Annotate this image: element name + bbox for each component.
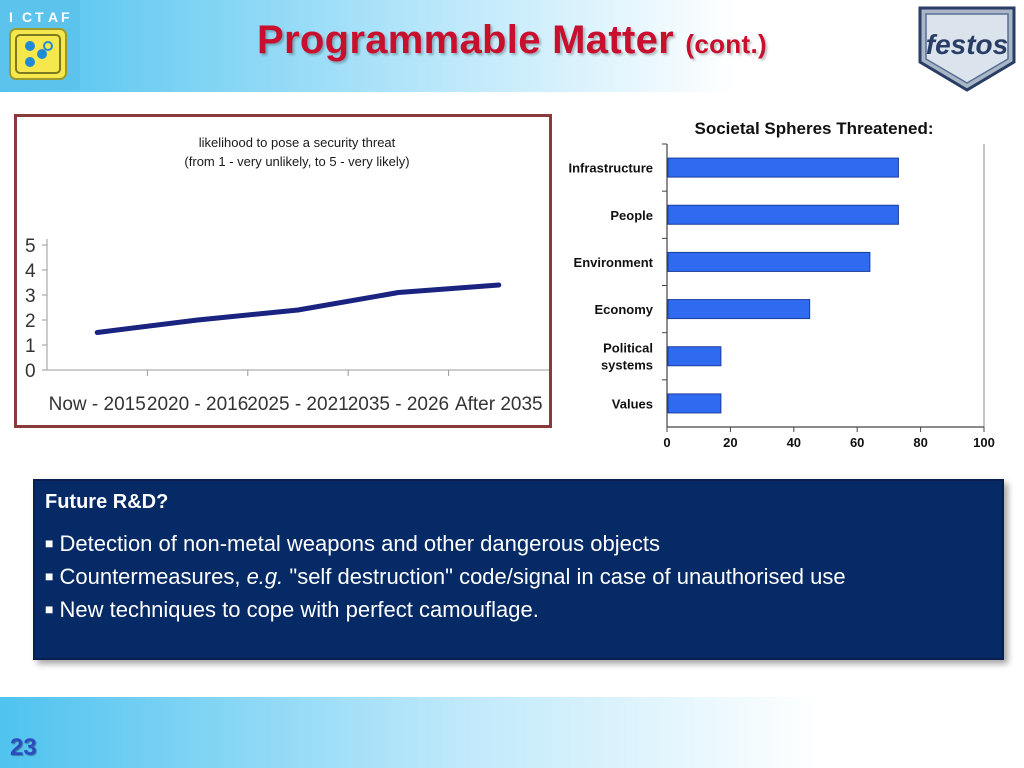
line-chart-y-tick-label: 3 [25, 286, 36, 307]
page-number: 23 [10, 734, 37, 761]
ictaf-logo: I C T A F [0, 0, 80, 90]
bullet-text: New techniques to cope with perfect camo… [59, 597, 539, 622]
ictaf-letter-c: C [22, 9, 32, 25]
slide-title-suffix: (cont.) [685, 29, 767, 59]
bullet-text: Detection of non-metal weapons and other… [59, 531, 660, 556]
festos-wordmark: festos [926, 29, 1008, 60]
list-item: ■ Countermeasures, e.g. "self destruction… [45, 560, 846, 593]
bar-chart-bar [667, 393, 722, 414]
header-band [0, 0, 1024, 92]
line-chart-point [95, 331, 99, 334]
bar-chart-title: Societal Spheres Threatened: [694, 119, 933, 138]
bar-chart-category-label: Values [612, 396, 653, 411]
list-item: ■ Detection of non-metal weapons and othe… [45, 527, 846, 560]
footer-band [0, 697, 1024, 768]
bar-chart-category-label: Infrastructure [568, 161, 653, 176]
line-chart-y-tick-label: 2 [25, 311, 36, 332]
bar-chart-bar [667, 251, 871, 272]
line-chart-point [497, 283, 501, 287]
line-chart-x-tick-label: After 2035 [455, 394, 543, 415]
future-rd-heading: Future R&D? [45, 491, 169, 513]
line-chart-title: likelihood to pose a security threat [199, 135, 396, 150]
ictaf-letter-f: F [61, 9, 70, 25]
list-item: ■ New techniques to cope with perfect cam… [45, 593, 846, 626]
bar-chart-x-tick-label: 20 [723, 435, 737, 450]
bar-chart-bar [667, 157, 899, 178]
line-chart-point [296, 308, 300, 312]
bar-chart-category-label: Environment [574, 255, 654, 270]
square-bullet-icon: ■ [45, 601, 54, 617]
bar-chart-bar [667, 204, 899, 225]
ictaf-letter-t: T [35, 9, 44, 25]
square-bullet-icon: ■ [45, 535, 54, 551]
festos-logo: festos [912, 2, 1022, 94]
line-chart-y-tick-label: 5 [25, 236, 36, 257]
line-chart-x-tick-label: 2020 - 2016 [147, 394, 248, 415]
bar-chart-bar [667, 299, 811, 320]
line-chart-y-tick-label: 0 [25, 361, 36, 382]
future-rd-box: Future R&D? ■ Detection of non-metal weap… [33, 479, 1004, 660]
line-chart-y-tick-label: 1 [25, 336, 36, 357]
bar-chart-x-tick-label: 80 [913, 435, 927, 450]
line-chart-x-tick-label: Now - 2015 [49, 394, 146, 415]
ictaf-letter-i: I [9, 9, 13, 25]
bullet-text-emphasis: e.g. [246, 564, 284, 589]
societal-spheres-bar-chart: Societal Spheres Threatened: 0 20 40 60 80 10… [556, 112, 1016, 457]
bullet-text-suffix: "self destruction" code/signal in case o… [283, 564, 846, 589]
ictaf-letter-a: A [48, 9, 58, 25]
bar-chart-x-tick-label: 60 [850, 435, 864, 450]
bar-chart-category-label: People [610, 208, 653, 223]
bar-chart-x-tick-label: 0 [663, 435, 670, 450]
line-chart-x-tick-label: 2025 - 2021 [247, 394, 348, 415]
bar-chart-x-tick-label: 40 [787, 435, 801, 450]
bar-chart-category-label: Economy [594, 302, 653, 317]
square-bullet-icon: ■ [45, 568, 54, 584]
line-chart-y-tick-label: 4 [25, 261, 36, 282]
slide-title: Programmable Matter (cont.) [0, 18, 1024, 63]
line-chart-point [196, 318, 200, 322]
bar-chart-x-tick-label: 100 [973, 435, 995, 450]
line-chart-subtitle: (from 1 - very unlikely, to 5 - very lik… [184, 154, 409, 169]
slide-title-main: Programmable Matter [257, 18, 674, 62]
bar-chart-category-label: systems [601, 357, 653, 372]
future-rd-list: ■ Detection of non-metal weapons and othe… [45, 527, 846, 626]
bar-chart-bar [667, 346, 722, 367]
likelihood-line-chart: likelihood to pose a security threat (fr… [14, 114, 552, 428]
line-chart-point [396, 291, 400, 294]
bar-chart-category-label: Political [603, 340, 653, 355]
line-chart-x-tick-label: 2035 - 2026 [348, 394, 449, 415]
bullet-text-prefix: Countermeasures, [59, 564, 247, 589]
